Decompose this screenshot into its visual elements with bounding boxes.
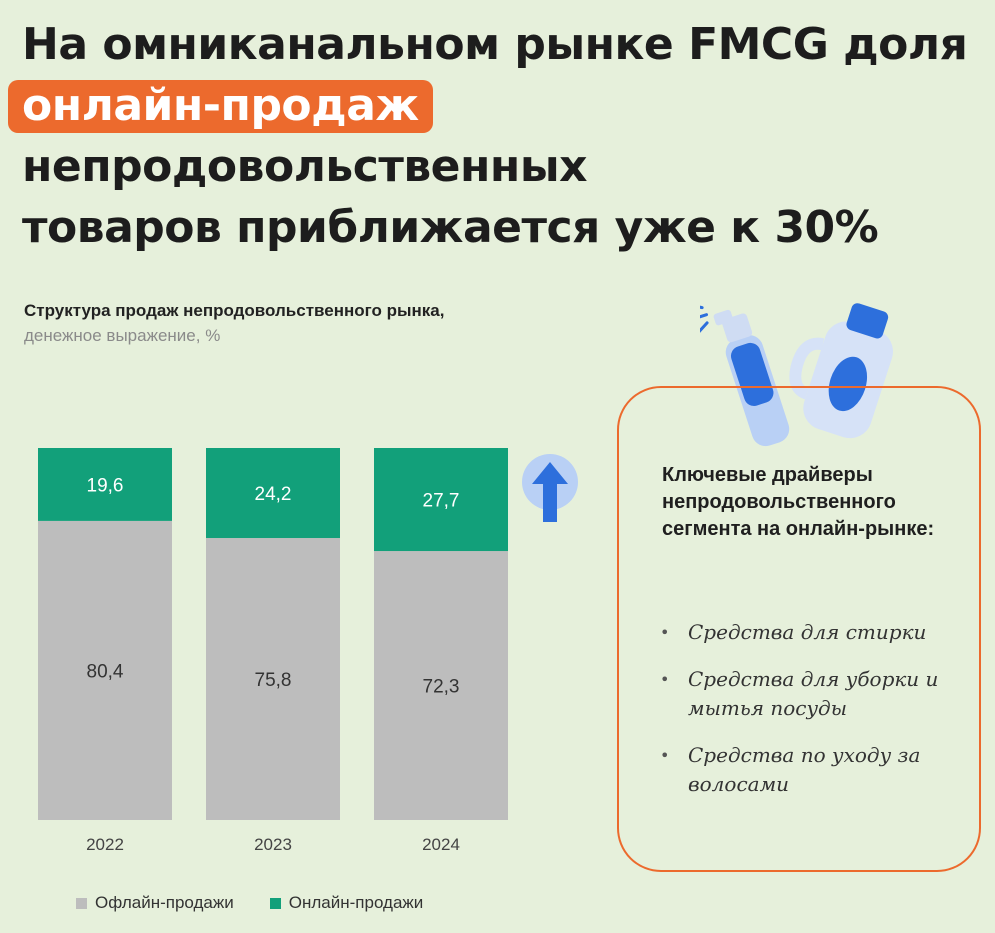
detergent-bottle-label [828,356,868,412]
up-arrow-icon [522,454,578,522]
chart-title-main: Структура продаж непродовольственного ры… [24,301,445,320]
headline-line2: непродовольственных [22,141,588,192]
detergent-bottle-handle [789,337,825,400]
headline-highlight: онлайн-продаж [8,80,433,133]
bullet-icon: • [660,623,670,642]
data-label: 72,3 [423,677,460,698]
spray-bottle-icon [700,302,790,447]
legend-label-offline: Офлайн-продажи [95,893,234,912]
data-label: 75,8 [255,670,292,691]
legend-item-online: Онлайн-продажи [269,893,424,913]
stacked-bar-chart: 80,4 19,6 2022 75,8 24,2 2023 72,3 27,7 2024 [38,448,578,854]
bar-offline [38,520,172,820]
drivers-item-text: Средства для стирки [688,620,927,644]
drivers-list: • Средства для стирки • Средства для уборк… [660,618,960,817]
legend-swatch-online [269,897,281,909]
spray-bottle-nozzle [713,309,733,326]
data-label: 24,2 [255,484,292,505]
legend-swatch-offline [76,897,87,909]
drivers-panel [617,386,981,872]
detergent-bottle-icon [789,303,894,439]
x-tick-label: 2022 [86,835,124,854]
legend-label-online: Онлайн-продажи [288,893,424,912]
bar-online [38,448,172,521]
data-label: 80,4 [87,661,124,682]
product-illustration [700,302,894,447]
headline-line3: товаров приближается уже к 30% [22,202,879,253]
headline: На омниканальном рынке FMCG доля онлайн-… [8,14,982,258]
bar-online [206,448,340,539]
drivers-item: • Средства для стирки [660,618,960,647]
bullet-icon: • [660,670,670,689]
x-tick-label: 2023 [254,835,292,854]
legend-item-offline: Офлайн-продажи [76,893,234,913]
spray-bottle-label [730,342,774,406]
drivers-item-text: Средства по уходу за волосами [688,743,921,796]
chart-legend: Офлайн-продажи Онлайн-продажи [76,893,423,913]
drivers-item: • Средства для уборки и мытья посуды [660,665,960,723]
data-label: 27,7 [423,491,460,512]
bullet-icon: • [660,746,670,765]
data-label: 19,6 [87,475,124,496]
drivers-title: Ключевые драйверы непродовольственного с… [662,464,935,540]
bar-online [374,448,508,552]
drivers-item: • Средства по уходу за волосами [660,741,960,799]
chart-title: Структура продаж непродовольственного ры… [24,298,584,348]
bar-offline [374,551,508,820]
detergent-bottle-cap [846,303,889,339]
drivers-item-text: Средства для уборки и мытья посуды [688,667,939,720]
headline-line1: На омниканальном рынке FMCG доля [22,19,968,70]
arrow-shape [532,462,568,522]
x-tick-label: 2024 [422,835,460,854]
chart-title-sub: денежное выражение, % [24,326,221,345]
bar-offline [206,538,340,820]
spray-mist-lines [700,302,709,337]
